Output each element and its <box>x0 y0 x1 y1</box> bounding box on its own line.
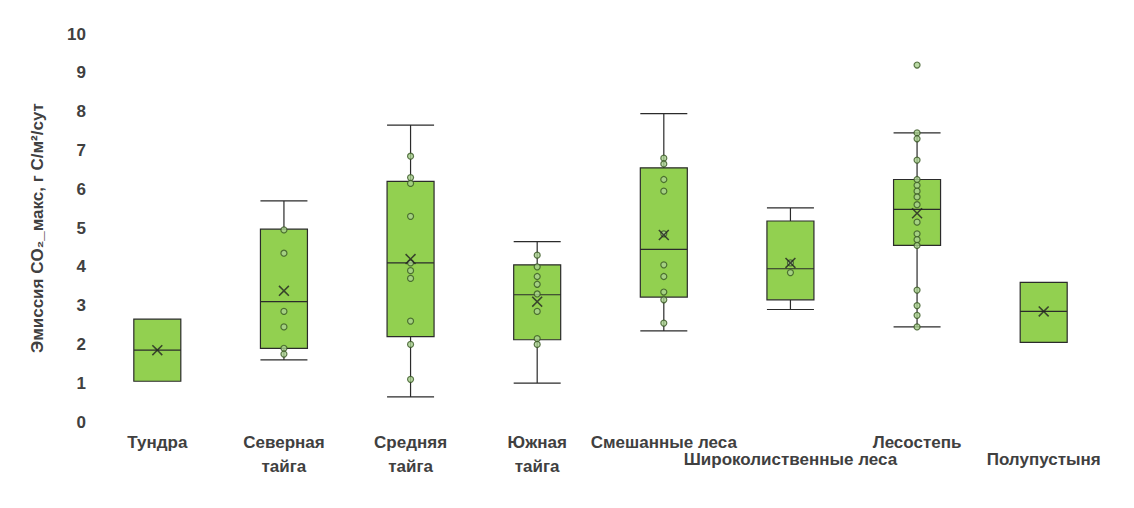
svg-text:6: 6 <box>77 180 86 199</box>
svg-text:Северная: Северная <box>243 433 324 452</box>
svg-text:3: 3 <box>77 296 86 315</box>
svg-text:7: 7 <box>77 141 86 160</box>
svg-text:Широколиственные леса: Широколиственные леса <box>684 450 898 469</box>
svg-text:8: 8 <box>77 102 86 121</box>
svg-text:1: 1 <box>77 374 86 393</box>
svg-text:10: 10 <box>67 25 86 44</box>
svg-text:9: 9 <box>77 63 86 82</box>
svg-text:тайга: тайга <box>262 457 307 476</box>
svg-text:тайга: тайга <box>388 457 433 476</box>
svg-text:Средняя: Средняя <box>374 433 447 452</box>
svg-text:0: 0 <box>77 413 86 432</box>
svg-text:Тундра: Тундра <box>127 433 188 452</box>
svg-text:Южная: Южная <box>507 433 566 452</box>
svg-text:тайга: тайга <box>515 457 560 476</box>
svg-text:4: 4 <box>77 257 87 276</box>
svg-text:Эмиссия CO₂_макс, г С/м²/сут: Эмиссия CO₂_макс, г С/м²/сут <box>28 103 47 353</box>
svg-text:5: 5 <box>77 219 86 238</box>
svg-text:2: 2 <box>77 335 86 354</box>
svg-text:Лесостепь: Лесостепь <box>873 433 962 452</box>
svg-text:Полупустыня: Полупустыня <box>987 450 1101 469</box>
svg-text:Смешанные леса: Смешанные леса <box>590 432 737 452</box>
